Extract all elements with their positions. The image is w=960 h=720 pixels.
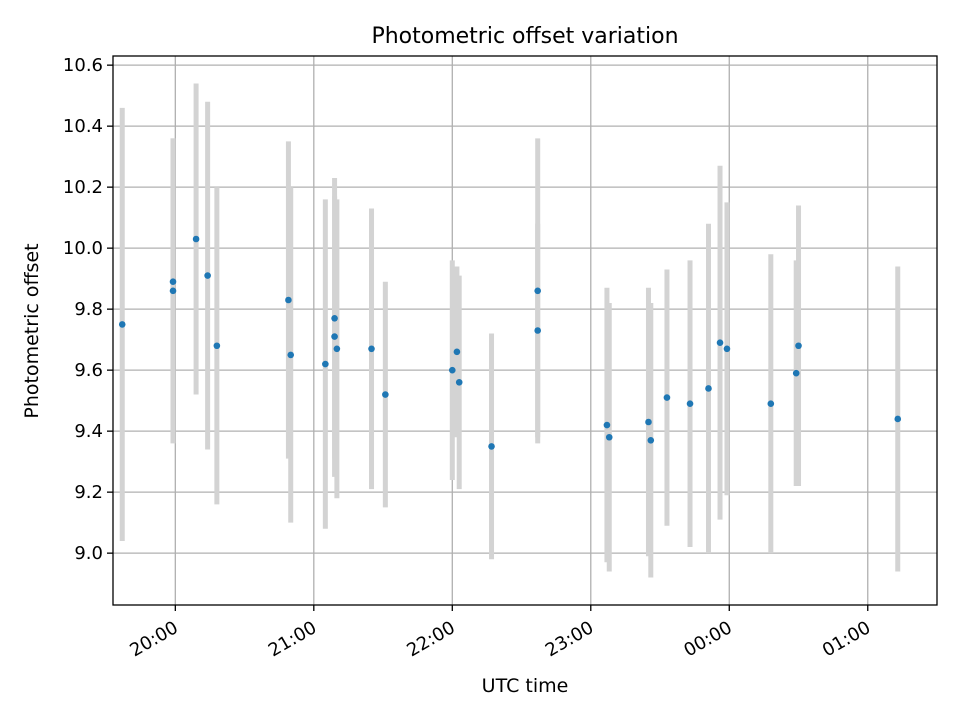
y-tick-label: 10.0 bbox=[63, 238, 103, 259]
y-tick-label: 10.2 bbox=[63, 177, 103, 198]
data-point bbox=[169, 287, 177, 295]
data-point bbox=[448, 366, 456, 374]
data-point bbox=[723, 345, 731, 353]
data-point bbox=[285, 296, 292, 304]
data-point bbox=[455, 379, 463, 386]
data-point bbox=[716, 339, 724, 347]
data-point bbox=[169, 278, 177, 286]
data-point bbox=[192, 235, 200, 243]
x-axis-label: UTC time bbox=[482, 675, 569, 697]
data-point bbox=[663, 394, 671, 401]
data-point bbox=[213, 342, 221, 350]
data-point bbox=[605, 433, 613, 441]
data-point bbox=[534, 287, 541, 295]
data-point bbox=[204, 272, 211, 279]
data-point bbox=[368, 345, 375, 353]
data-point bbox=[331, 333, 338, 340]
y-tick-label: 9.6 bbox=[74, 360, 103, 381]
y-tick-label: 9.8 bbox=[74, 299, 103, 320]
data-point bbox=[603, 421, 611, 429]
data-point bbox=[705, 385, 712, 392]
data-point bbox=[322, 360, 329, 368]
data-point bbox=[894, 415, 902, 423]
chart-title: Photometric offset variation bbox=[371, 24, 678, 49]
data-point bbox=[767, 400, 775, 408]
data-point bbox=[645, 418, 652, 426]
data-point bbox=[453, 348, 461, 356]
data-point bbox=[534, 327, 541, 334]
data-point bbox=[382, 391, 389, 398]
data-point bbox=[118, 321, 126, 328]
data-point bbox=[795, 342, 802, 350]
y-tick-label: 10.6 bbox=[63, 55, 103, 76]
y-tick-label: 9.2 bbox=[74, 482, 103, 503]
data-point bbox=[488, 443, 495, 450]
plot-frame bbox=[112, 55, 938, 606]
data-points bbox=[118, 235, 902, 450]
y-tick-label: 9.0 bbox=[74, 543, 103, 564]
data-point bbox=[686, 400, 694, 408]
y-tick-label: 10.4 bbox=[63, 116, 103, 137]
data-point bbox=[333, 345, 341, 353]
data-point bbox=[792, 369, 800, 377]
data-point bbox=[647, 437, 655, 444]
data-point bbox=[287, 351, 295, 359]
data-point bbox=[331, 315, 338, 322]
y-axis: 9.0 9.2 9.4 9.6 9.8 10.0 10.2 10.4 10.6 bbox=[63, 55, 113, 564]
y-tick-label: 9.4 bbox=[74, 421, 103, 442]
y-axis-label: Photometric offset bbox=[21, 243, 43, 418]
